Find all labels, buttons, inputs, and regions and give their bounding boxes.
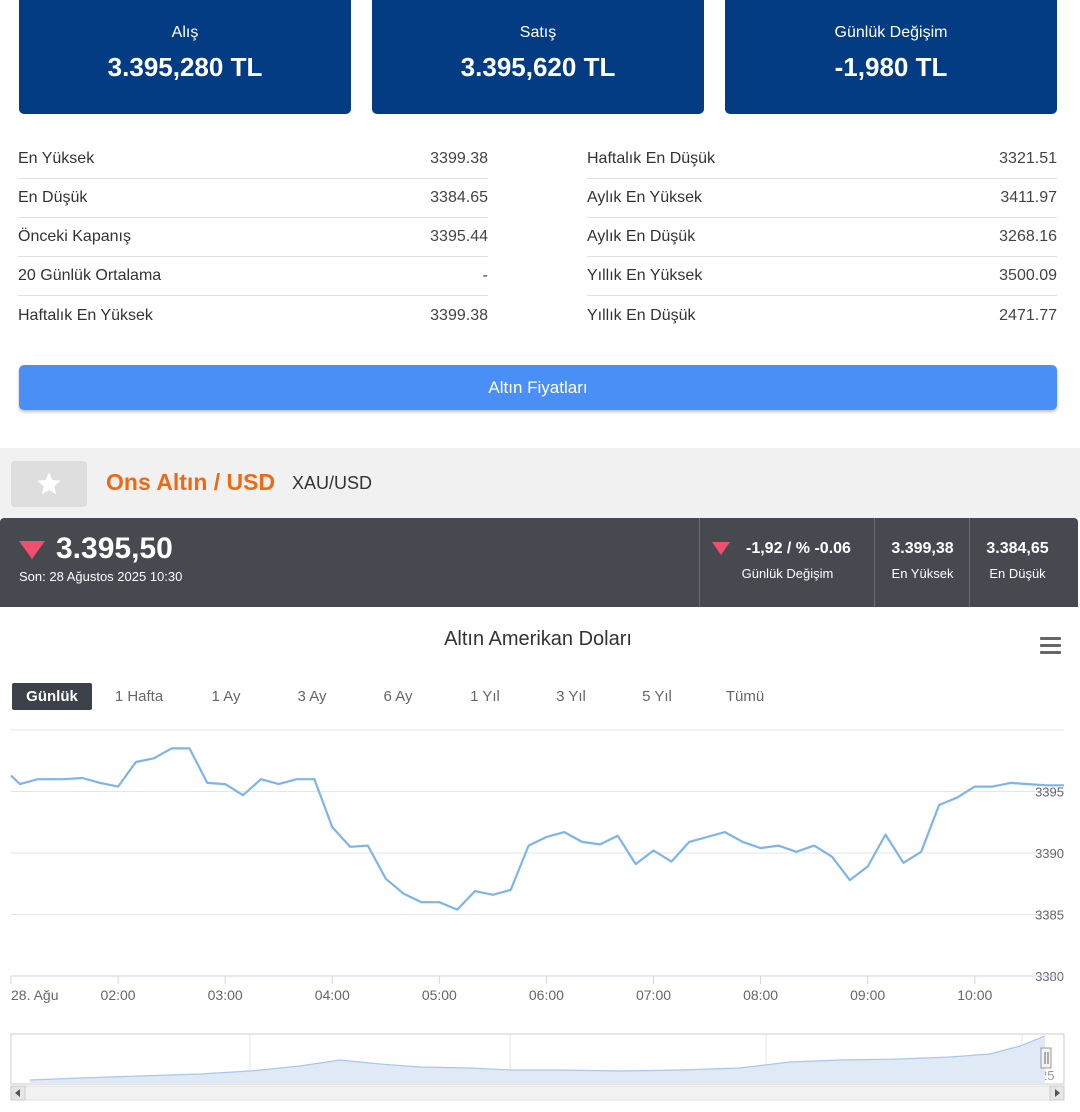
stat-row: 20 Günlük Ortalama - bbox=[18, 257, 488, 296]
stat-value: 2471.77 bbox=[999, 306, 1057, 324]
x-tick-label: 06:00 bbox=[529, 987, 564, 1003]
y-tick-label: 3390 bbox=[1035, 846, 1064, 861]
x-tick-label: 02:00 bbox=[101, 987, 136, 1003]
x-tick-label: 09:00 bbox=[850, 987, 885, 1003]
stat-label: Haftalık En Düşük bbox=[587, 150, 716, 167]
navigator-handle[interactable] bbox=[1040, 1047, 1052, 1069]
ask-label: Satış bbox=[519, 24, 557, 41]
range-button[interactable]: 5 Yıl bbox=[642, 688, 672, 705]
stats-left: En Yüksek 3399.38 En Düşük 3384.65 Önceki … bbox=[18, 140, 488, 335]
x-tick-label: 03:00 bbox=[208, 987, 243, 1003]
daily-change-card: Günlük Değişim -1,980 TL bbox=[725, 0, 1057, 114]
scrollbar-track[interactable] bbox=[10, 1085, 1065, 1101]
quote-bar: 3.395,50 Son: 28 Ağustos 2025 10:30 -1,9… bbox=[0, 518, 1078, 607]
daily-change-label: Günlük Değişim bbox=[834, 24, 948, 41]
x-tick-label: 28. Ağu bbox=[11, 987, 59, 1003]
y-tick-label: 3385 bbox=[1035, 908, 1064, 923]
divider bbox=[874, 518, 875, 607]
range-button[interactable]: 1 Ay bbox=[211, 688, 241, 705]
range-button[interactable]: Günlük bbox=[12, 683, 92, 710]
stat-label: Yıllık En Yüksek bbox=[587, 267, 703, 284]
stat-row: Önceki Kapanış 3395.44 bbox=[18, 218, 488, 257]
stat-label: Aylık En Düşük bbox=[587, 228, 696, 245]
right-arrow-icon bbox=[1055, 1089, 1060, 1097]
triangle-down-icon bbox=[712, 542, 730, 555]
stat-label: 20 Günlük Ortalama bbox=[18, 267, 162, 284]
stat-row: Haftalık En Yüksek 3399.38 bbox=[18, 296, 488, 335]
x-tick-label: 08:00 bbox=[743, 987, 778, 1003]
last-price: 3.395,50 bbox=[56, 532, 173, 565]
daily-change-value: -1,980 TL bbox=[834, 52, 948, 82]
range-button[interactable]: 3 Yıl bbox=[556, 688, 586, 705]
stat-row: Haftalık En Düşük 3321.51 bbox=[587, 140, 1057, 179]
navigator-area bbox=[30, 1036, 1045, 1084]
stat-label: Aylık En Yüksek bbox=[587, 189, 703, 206]
star-icon bbox=[37, 472, 61, 495]
instrument-code: XAU/USD bbox=[292, 473, 373, 493]
high-value: 3.399,38 bbox=[891, 540, 954, 557]
summary-panel: Alış 3.395,280 TL Satış 3.395,620 TL Gün… bbox=[0, 0, 1076, 448]
x-tick-label: 07:00 bbox=[636, 987, 671, 1003]
stat-label: Haftalık En Yüksek bbox=[18, 306, 153, 324]
stat-row: Yıllık En Düşük 2471.77 bbox=[587, 296, 1057, 335]
left-arrow-icon bbox=[15, 1089, 20, 1097]
range-button[interactable]: 1 Yıl bbox=[470, 688, 500, 705]
x-tick-label: 05:00 bbox=[422, 987, 457, 1003]
bid-value: 3.395,280 TL bbox=[107, 52, 263, 82]
divider bbox=[699, 518, 700, 607]
bid-card: Alış 3.395,280 TL bbox=[19, 0, 351, 114]
range-button[interactable]: 1 Hafta bbox=[114, 688, 164, 705]
stat-value: 3321.51 bbox=[999, 150, 1057, 167]
high-label: En Yüksek bbox=[891, 566, 954, 581]
stat-value: 3411.97 bbox=[1000, 189, 1057, 206]
stat-label: Önceki Kapanış bbox=[18, 228, 131, 245]
stat-value: 3399.38 bbox=[430, 150, 488, 167]
low-value: 3.384,65 bbox=[986, 540, 1049, 557]
stat-value: 3395.44 bbox=[430, 228, 488, 245]
stat-row: Aylık En Yüksek 3411.97 bbox=[587, 179, 1057, 218]
range-button[interactable]: 3 Ay bbox=[297, 688, 327, 705]
stat-label: En Düşük bbox=[18, 189, 88, 206]
y-tick-label: 3395 bbox=[1035, 785, 1064, 800]
stat-label: En Yüksek bbox=[18, 150, 95, 167]
stat-value: 3500.09 bbox=[999, 267, 1057, 284]
instrument-header bbox=[0, 448, 1080, 518]
stat-row: En Yüksek 3399.38 bbox=[18, 140, 488, 179]
stat-value: 3268.16 bbox=[999, 228, 1057, 245]
price-series-line bbox=[10, 747, 1064, 911]
gold-prices-button[interactable]: Altın Fiyatları bbox=[19, 365, 1057, 410]
ask-value: 3.395,620 TL bbox=[460, 52, 616, 82]
chart-title: Altın Amerikan Doları bbox=[444, 628, 632, 650]
stat-value: 3399.38 bbox=[430, 306, 488, 324]
change-label: Günlük Değişim bbox=[741, 566, 834, 581]
ask-card: Satış 3.395,620 TL bbox=[372, 0, 704, 114]
favorite-button[interactable] bbox=[11, 461, 87, 507]
stats-right: Haftalık En Düşük 3321.51 Aylık En Yüksek… bbox=[587, 140, 1057, 335]
change-value: -1,92 / % -0.06 bbox=[746, 540, 851, 557]
instrument-name: Ons Altın / USD bbox=[106, 469, 276, 495]
range-button[interactable]: Tümü bbox=[725, 688, 765, 705]
x-tick-label: 10:00 bbox=[957, 987, 992, 1003]
triangle-down-icon bbox=[19, 541, 45, 559]
range-button[interactable]: 6 Ay bbox=[383, 688, 413, 705]
hamburger-menu-icon[interactable] bbox=[1040, 637, 1061, 654]
stat-row: Yıllık En Yüksek 3500.09 bbox=[587, 257, 1057, 296]
navigator-line bbox=[29, 1035, 1046, 1081]
bid-label: Alış bbox=[171, 24, 199, 41]
stat-row: Aylık En Düşük 3268.16 bbox=[587, 218, 1057, 257]
divider bbox=[969, 518, 970, 607]
stat-value: 3384.65 bbox=[430, 189, 488, 206]
x-tick-label: 04:00 bbox=[315, 987, 350, 1003]
low-label: En Düşük bbox=[989, 566, 1046, 581]
stat-value: - bbox=[482, 267, 488, 284]
stat-label: Yıllık En Düşük bbox=[587, 306, 696, 324]
stat-row: En Düşük 3384.65 bbox=[18, 179, 488, 218]
last-update: Son: 28 Ağustos 2025 10:30 bbox=[19, 569, 183, 584]
